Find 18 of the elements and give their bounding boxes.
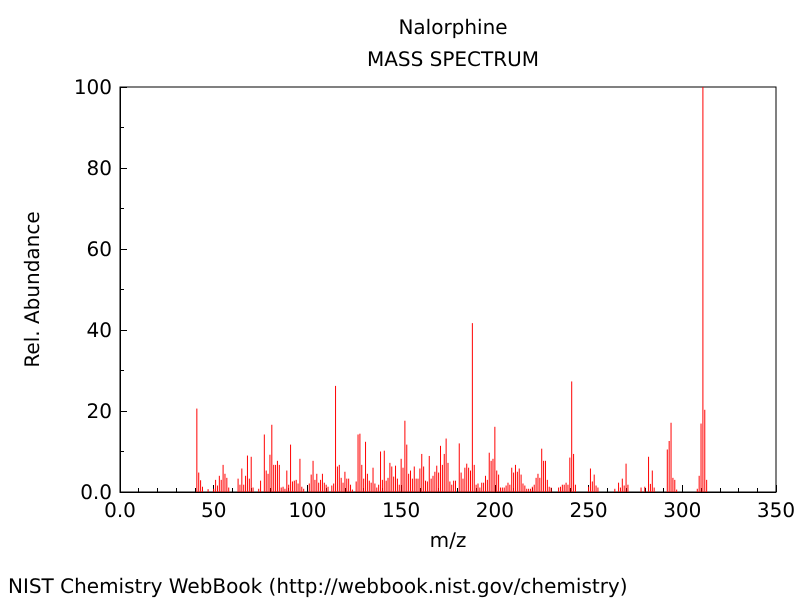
chart-subtitle: MASS SPECTRUM: [366, 47, 540, 71]
x-tick-label: 200: [476, 498, 514, 522]
x-tick-label: 250: [569, 498, 608, 522]
chart-title: Nalorphine: [398, 15, 508, 39]
x-tick-label: 100: [288, 498, 327, 522]
x-tick-label: 0.0: [104, 498, 136, 522]
x-axis-title: m/z: [430, 528, 466, 552]
y-axis-title: Rel. Abundance: [20, 211, 44, 368]
x-tick-label: 300: [663, 498, 702, 522]
x-tick-label: 150: [382, 498, 420, 522]
y-tick-label: 80: [86, 156, 112, 180]
x-tick-label: 50: [200, 498, 226, 522]
y-tick-label: 40: [86, 318, 112, 342]
y-tick-label: 60: [86, 237, 112, 261]
text: NIST Chemistry WebBook (http://webbook.nist.gov/chemistry): [8, 574, 628, 598]
x-tick-label: 350: [756, 498, 796, 522]
y-tick-label: 100: [74, 75, 112, 99]
y-tick-label: 20: [86, 399, 112, 423]
